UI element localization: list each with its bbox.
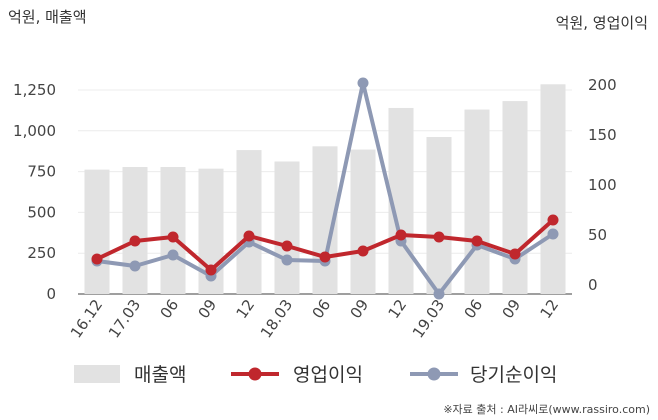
x-tick-label: 06 [309, 296, 335, 322]
data-point [205, 264, 217, 276]
bar [160, 167, 186, 294]
data-point [167, 231, 179, 243]
data-point [433, 288, 445, 300]
data-point [167, 249, 179, 261]
data-point [547, 228, 559, 240]
right-tick-label: 200 [588, 76, 617, 94]
bar [464, 109, 490, 294]
x-tick-label: 17.03 [105, 296, 144, 342]
line-series [91, 77, 559, 300]
left-axis: 0 250 500 750 1,000 1,250 [13, 81, 56, 303]
right-tick-label: 0 [588, 276, 598, 294]
data-point [91, 253, 103, 265]
left-tick-label: 0 [46, 285, 56, 303]
left-tick-label: 1,000 [13, 122, 56, 140]
right-tick-label: 50 [588, 226, 607, 244]
x-tick-label: 18.03 [257, 296, 296, 342]
legend-label: 매출액 [134, 364, 186, 386]
data-point [129, 260, 141, 272]
legend-swatch-marker [248, 367, 262, 381]
bar [502, 101, 528, 295]
legend: 매출액 영업이익 당기순이익 [74, 364, 557, 386]
legend-item: 당기순이익 [410, 364, 557, 386]
x-tick-label: 09 [499, 296, 525, 322]
data-point [281, 240, 293, 252]
data-point [509, 248, 521, 260]
left-tick-label: 500 [27, 203, 56, 221]
x-tick-label: 09 [347, 296, 373, 322]
data-point [357, 245, 369, 257]
legend-label: 영업이익 [293, 364, 363, 386]
data-point [281, 254, 293, 266]
bar [122, 167, 148, 294]
x-tick-label: 19.03 [409, 296, 448, 342]
left-tick-label: 1,250 [13, 81, 56, 99]
bar [236, 150, 262, 294]
legend-swatch-marker [427, 367, 441, 381]
x-tick-label: 06 [157, 296, 183, 322]
bar [350, 149, 376, 294]
x-tick-label: 12 [537, 296, 563, 322]
legend-label: 당기순이익 [470, 364, 557, 386]
x-tick-label: 06 [461, 296, 487, 322]
data-point [433, 231, 445, 243]
x-tick-label: 12 [233, 296, 259, 322]
legend-item: 영업이익 [231, 364, 363, 386]
x-tick-label: 12 [385, 296, 411, 322]
legend-item: 매출액 [74, 364, 186, 386]
right-tick-label: 100 [588, 176, 617, 194]
bar [84, 169, 110, 294]
left-axis-unit: 억원, 매출액 [8, 8, 87, 26]
x-tick-label: 16.12 [67, 296, 106, 342]
left-tick-label: 250 [27, 244, 56, 262]
source-note: ※자료 출처 : AI라씨로(www.rassiro.com) [443, 403, 650, 416]
data-point [471, 235, 483, 247]
x-tick-label: 09 [195, 296, 221, 322]
bar [426, 137, 452, 294]
right-axis-unit: 억원, 영업이익 [556, 14, 648, 32]
bar [540, 84, 566, 295]
data-point [357, 77, 369, 89]
series-operating-profit [91, 214, 559, 276]
data-point [243, 230, 255, 242]
left-tick-label: 750 [27, 163, 56, 181]
data-point [395, 229, 407, 241]
legend-swatch [74, 365, 120, 383]
right-tick-label: 150 [588, 126, 617, 144]
data-point [319, 251, 331, 263]
data-point [129, 235, 141, 247]
right-axis: 0 50 100 150 200 [588, 76, 617, 294]
bar [274, 161, 300, 294]
data-point [547, 214, 559, 226]
